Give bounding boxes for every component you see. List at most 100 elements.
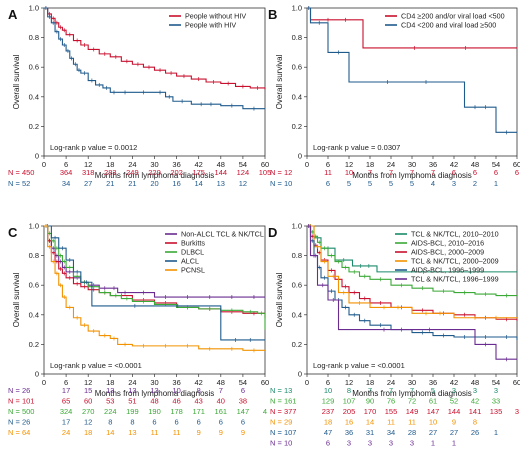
risk-count: 90 [366,397,374,406]
risk-count: 7 [368,386,372,395]
x-tick-label: 6 [326,378,330,387]
risk-count: 3 [515,407,519,416]
x-tick-label: 42 [450,378,458,387]
risk-count: 7 [368,168,372,177]
risk-count: 5 [410,179,414,188]
risk-count: 51 [128,397,136,406]
x-tick-label: 0 [305,160,309,169]
risk-count: 15 [84,386,92,395]
x-tick-label: 0 [42,378,46,387]
risk-count: 9 [452,418,456,427]
risk-count: 31 [366,428,374,437]
risk-count: 147 [237,407,250,416]
risk-count: 11 [408,418,416,427]
x-tick-label: 12 [84,160,92,169]
risk-count: 13 [128,428,136,437]
risk-count: 27 [450,428,458,437]
legend-entry: CD4 <200 and viral load ≥500 [401,21,496,30]
x-tick-label: 6 [326,160,330,169]
y-tick-label: 1.0 [292,222,302,231]
risk-row-label: N = 13 [270,386,292,395]
y-tick-label: 0.6 [292,281,302,290]
x-axis-title: Months from lymphoma diagnosis [352,389,472,398]
risk-count: 1 [431,439,435,448]
x-tick-label: 36 [172,378,180,387]
risk-count: 270 [82,407,95,416]
risk-count: 8 [197,386,201,395]
risk-count: 237 [322,407,335,416]
x-tick-label: 60 [261,160,269,169]
risk-count: 249 [126,168,139,177]
risk-count: 205 [343,407,356,416]
risk-count: 24 [62,428,70,437]
risk-count: 144 [215,168,228,177]
pvalue-annotation: Log-rank p value = <0.0001 [313,361,405,370]
x-tick-label: 18 [366,378,374,387]
risk-count: 36 [345,428,353,437]
x-tick-label: 54 [239,378,247,387]
x-tick-label: 36 [429,378,437,387]
risk-count: 135 [490,407,503,416]
risk-count: 1 [494,428,498,437]
y-tick-label: 0.4 [292,92,302,101]
series-line-2 [307,7,517,133]
risk-count: 13 [217,179,225,188]
risk-count: 21 [128,179,136,188]
risk-count: 364 [60,168,73,177]
risk-count: 28 [408,428,416,437]
risk-count: 53 [106,397,114,406]
y-tick-label: 1.0 [29,4,39,13]
risk-count: 21 [106,179,114,188]
risk-count: 11 [324,168,332,177]
x-tick-label: 36 [429,160,437,169]
risk-count: 48 [150,397,158,406]
y-tick-label: 1.0 [29,222,39,231]
y-tick-label: 0.8 [292,251,302,260]
risk-count: 16 [345,418,353,427]
risk-table: N = 12 11 10 7 7 7 7 6 6 6 6 N = 10 6 5 5 5 5 4 3 2 1 [270,168,519,188]
risk-count: 9 [219,428,223,437]
risk-count: 5 [389,179,393,188]
risk-row-label: N = 101 [8,397,34,406]
risk-count: 16 [172,179,180,188]
risk-count: 13 [150,386,158,395]
x-tick-label: 6 [64,378,68,387]
risk-count: 155 [385,407,398,416]
risk-row-label: N = 26 [8,418,30,427]
risk-count: 43 [195,397,203,406]
y-tick-label: 0.6 [292,63,302,72]
x-tick-label: 60 [261,378,269,387]
y-tick-label: 0.4 [29,92,39,101]
x-tick-label: 0 [305,378,309,387]
y-tick-label: 0.8 [29,33,39,42]
series-line-5 [44,225,265,351]
risk-count: 161 [215,407,228,416]
x-tick-label: 30 [408,378,416,387]
risk-count: 224 [104,407,117,416]
risk-count: 8 [347,386,351,395]
risk-count: 11 [387,418,395,427]
y-tick-label: 0.4 [29,310,39,319]
y-axis-title: Overall survival [275,54,284,109]
x-tick-label: 42 [450,160,458,169]
risk-count: 105 [259,168,272,177]
risk-count: 3 [494,386,498,395]
risk-count: 38 [239,397,247,406]
x-tick-label: 54 [492,160,500,169]
risk-row-label: N = 52 [8,179,30,188]
risk-row-label: N = 500 [8,407,34,416]
y-tick-label: 0 [298,152,302,161]
x-tick-label: 42 [195,160,203,169]
risk-count: 76 [387,397,395,406]
risk-count: 3 [410,439,414,448]
x-tick-label: 60 [513,378,520,387]
x-tick-label: 12 [84,378,92,387]
legend-entry: Burkitts [181,239,205,248]
risk-count: 1 [494,179,498,188]
risk-count: 65 [62,397,70,406]
panel-d: D00.20.40.60.81.00 6 12 18 24 30 36 42 48 54 60Mon… [268,222,520,448]
series-line-1 [44,7,266,90]
x-tick-label: 12 [345,160,353,169]
risk-count: 20 [150,179,158,188]
